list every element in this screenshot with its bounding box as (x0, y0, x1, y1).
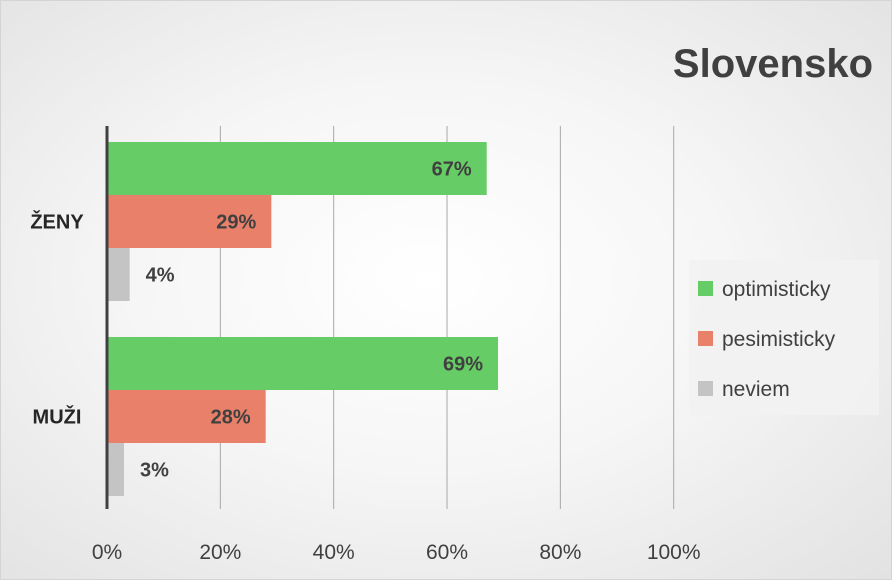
bar-optimisticky-zeny (107, 142, 487, 195)
x-tick-label: 80% (539, 541, 581, 564)
data-label: 28% (211, 407, 251, 429)
bar-neviem-muzi (107, 443, 125, 496)
legend-swatch-neviem (698, 381, 713, 396)
legend-label-pesimisticky: pesimisticky (722, 328, 836, 351)
chart-title: Slovensko (673, 42, 873, 86)
legend-label-optimisticky: optimisticky (722, 278, 831, 301)
data-label: 3% (140, 460, 169, 482)
x-tick-label: 0% (92, 541, 122, 564)
data-label: 4% (146, 265, 175, 287)
legend: optimisticky pesimisticky neviem (689, 260, 879, 415)
x-tick-label: 40% (313, 541, 355, 564)
x-tick-labels: 0% 20% 40% 60% 80% 100% (92, 541, 701, 564)
data-label: 67% (432, 159, 472, 181)
category-labels: ŽENY MUŽI (30, 210, 84, 429)
bar-pesimisticky-muzi (107, 390, 266, 443)
bar-pesimisticky-zeny (107, 195, 272, 248)
x-tick-label: 60% (426, 541, 468, 564)
legend-box (689, 260, 879, 415)
category-label-muzi: MUŽI (33, 405, 82, 429)
x-tick-label: 20% (199, 541, 241, 564)
legend-swatch-optimisticky (698, 281, 713, 296)
data-label: 29% (216, 212, 256, 234)
legend-swatch-pesimisticky (698, 331, 713, 346)
bar-optimisticky-muzi (107, 337, 499, 390)
bar-neviem-zeny (107, 248, 130, 301)
category-label-zeny: ŽENY (30, 210, 84, 234)
legend-label-neviem: neviem (722, 378, 790, 401)
x-tick-label: 100% (647, 541, 701, 564)
data-label: 69% (443, 354, 483, 376)
bars-layer (107, 142, 499, 496)
labels-layer: 67% 29% 4% 69% 28% 3% (140, 159, 483, 482)
